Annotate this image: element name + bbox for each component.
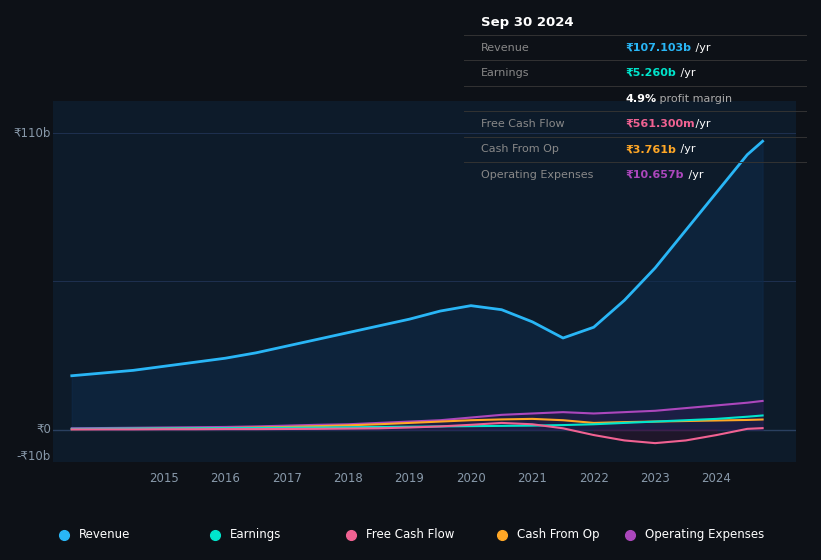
- Text: /yr: /yr: [677, 68, 696, 78]
- Text: Free Cash Flow: Free Cash Flow: [481, 119, 565, 129]
- Text: Revenue: Revenue: [481, 43, 530, 53]
- Text: /yr: /yr: [692, 119, 710, 129]
- Text: Earnings: Earnings: [481, 68, 530, 78]
- Text: Cash From Op: Cash From Op: [481, 144, 559, 155]
- Text: ₹5.260b: ₹5.260b: [625, 68, 676, 78]
- Text: 2024: 2024: [702, 472, 732, 486]
- Text: 2016: 2016: [210, 472, 241, 486]
- Text: Operating Expenses: Operating Expenses: [481, 170, 594, 180]
- Text: ₹10.657b: ₹10.657b: [625, 170, 684, 180]
- Text: 2020: 2020: [456, 472, 486, 486]
- Text: 2018: 2018: [333, 472, 363, 486]
- Text: -₹10b: -₹10b: [16, 450, 51, 463]
- Text: profit margin: profit margin: [656, 94, 732, 104]
- Text: ₹0: ₹0: [36, 423, 51, 436]
- Text: Operating Expenses: Operating Expenses: [645, 528, 764, 542]
- Text: 2019: 2019: [395, 472, 424, 486]
- Text: ₹561.300m: ₹561.300m: [625, 119, 695, 129]
- Text: /yr: /yr: [692, 43, 710, 53]
- Text: Cash From Op: Cash From Op: [517, 528, 599, 542]
- Text: Revenue: Revenue: [79, 528, 131, 542]
- Text: /yr: /yr: [677, 144, 696, 155]
- Text: ₹110b: ₹110b: [13, 127, 51, 139]
- Text: 2021: 2021: [517, 472, 548, 486]
- Text: ₹3.761b: ₹3.761b: [625, 144, 676, 155]
- Text: 2017: 2017: [272, 472, 301, 486]
- Text: 2022: 2022: [579, 472, 608, 486]
- Text: Sep 30 2024: Sep 30 2024: [481, 16, 574, 29]
- Text: 2023: 2023: [640, 472, 670, 486]
- Text: 4.9%: 4.9%: [625, 94, 656, 104]
- Text: 2015: 2015: [149, 472, 179, 486]
- Text: /yr: /yr: [685, 170, 703, 180]
- Text: Free Cash Flow: Free Cash Flow: [366, 528, 454, 542]
- Text: ₹107.103b: ₹107.103b: [625, 43, 691, 53]
- Text: Earnings: Earnings: [230, 528, 282, 542]
